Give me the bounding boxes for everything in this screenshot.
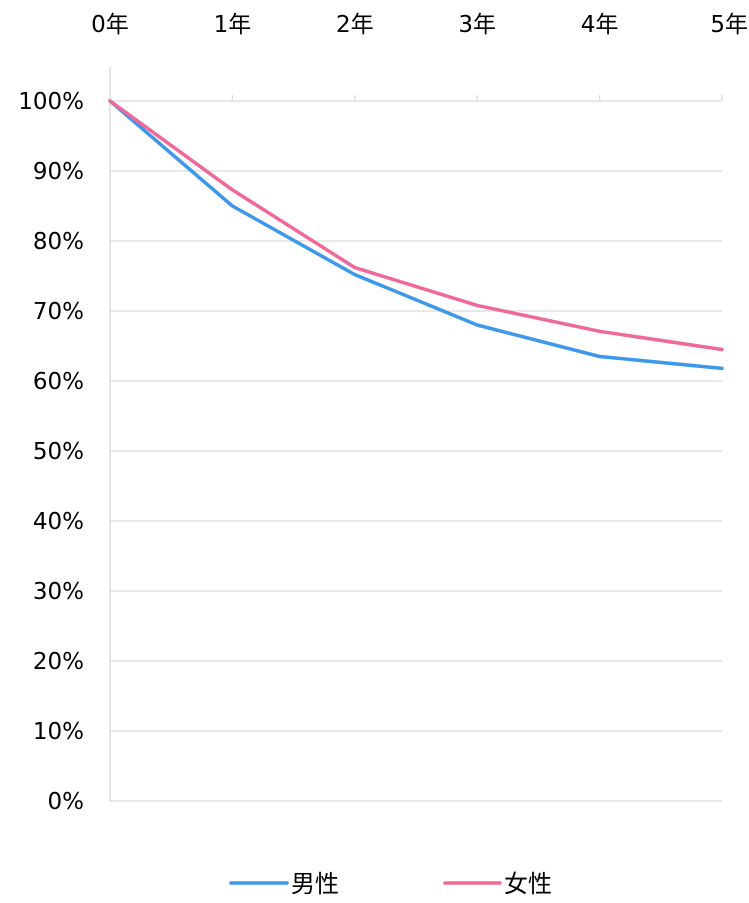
y-axis-labels: 0% 10% 20% 30% 40% 50% 60% 70% 80% 90% 100% — [18, 89, 84, 815]
y-tick-label: 20% — [33, 649, 84, 675]
series-line-male — [108, 99, 724, 371]
legend: 男性 女性 — [229, 870, 552, 898]
y-tick-label: 70% — [33, 299, 84, 325]
x-axis-labels: 0年 1年 2年 3年 4年 5年 — [91, 12, 748, 38]
y-tick-label: 40% — [33, 509, 84, 535]
x-tick-label: 0年 — [91, 12, 129, 38]
y-tick-label: 90% — [33, 159, 84, 185]
x-tick-label: 5年 — [710, 12, 748, 38]
y-tick-label: 100% — [18, 89, 84, 115]
series-line-female — [108, 99, 724, 352]
y-tick-label: 30% — [33, 579, 84, 605]
x-tick-label: 2年 — [336, 12, 374, 38]
y-tick-label: 50% — [33, 439, 84, 465]
legend-label: 男性 — [291, 870, 339, 898]
x-tick-label: 3年 — [458, 12, 496, 38]
gridlines — [110, 100, 722, 802]
y-tick-label: 60% — [33, 369, 84, 395]
legend-label: 女性 — [504, 870, 552, 898]
series-lines — [108, 99, 724, 371]
y-tick-label: 0% — [48, 789, 85, 815]
x-tick-label: 4年 — [581, 12, 619, 38]
y-tick-label: 10% — [33, 719, 84, 745]
y-tick-label: 80% — [33, 229, 84, 255]
axes — [109, 67, 723, 801]
x-tick-label: 1年 — [214, 12, 252, 38]
